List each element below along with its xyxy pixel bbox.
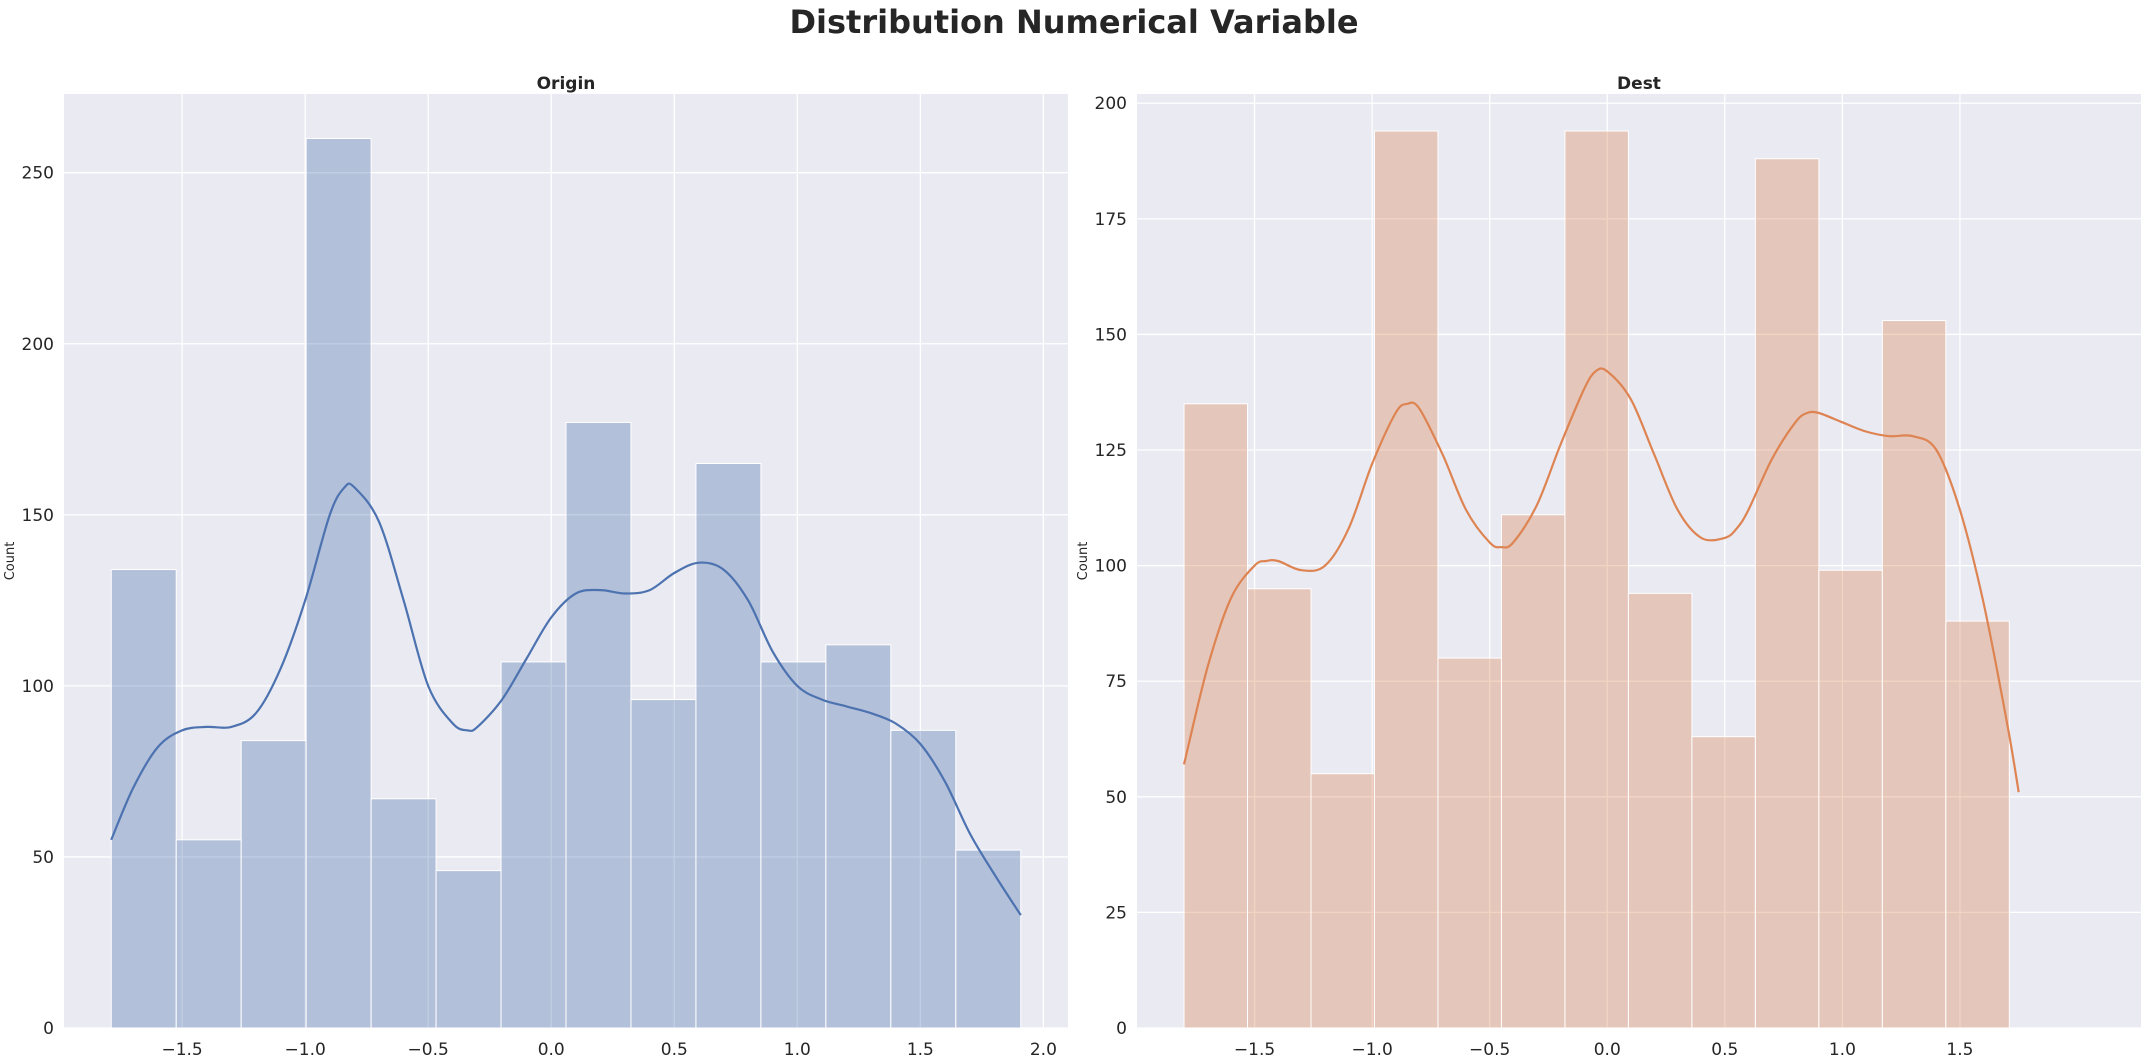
histogram-bars bbox=[110, 137, 1022, 1029]
x-tick-label: 0.0 bbox=[538, 1040, 565, 1059]
x-tick-labels: −1.5 −1.0 −0.5 0.0 0.5 1.0 1.5 2.0 bbox=[161, 1040, 1056, 1059]
kde-line bbox=[1182, 367, 2020, 793]
histogram-bar bbox=[890, 729, 957, 1029]
histogram-bar bbox=[695, 462, 762, 1029]
histogram-bar bbox=[1881, 320, 1947, 1029]
x-tick-label: 0.5 bbox=[1711, 1040, 1738, 1059]
y-tick-labels: 0 50 100 150 200 250 bbox=[22, 164, 54, 1039]
y-tick-label: 100 bbox=[22, 677, 54, 697]
y-tick-label: 75 bbox=[1105, 672, 1127, 692]
histogram-bar bbox=[110, 569, 177, 1029]
histogram-bar bbox=[1183, 403, 1249, 1029]
histogram-bar bbox=[760, 661, 827, 1029]
y-tick-label: 200 bbox=[22, 335, 54, 355]
histogram-bar bbox=[1373, 130, 1439, 1029]
subplot-title: Origin bbox=[537, 74, 596, 94]
y-tick-label: 50 bbox=[1105, 788, 1127, 808]
subplot-dest: −1.5 −1.0 −0.5 0.0 0.5 1.0 1.5 0 25 50 75 100 125 150… bbox=[1076, 74, 2141, 1059]
histogram-bar bbox=[1754, 158, 1820, 1029]
x-tick-label: 1.0 bbox=[1829, 1040, 1856, 1059]
y-tick-label: 200 bbox=[1095, 94, 1127, 114]
x-tick-label: −0.5 bbox=[1469, 1040, 1510, 1059]
histogram-bar bbox=[1691, 736, 1756, 1029]
histogram-bar bbox=[630, 699, 697, 1029]
x-tick-label: 2.0 bbox=[1030, 1040, 1057, 1059]
histogram-bar bbox=[1818, 569, 1883, 1029]
histogram-bar bbox=[175, 839, 242, 1029]
y-tick-label: 150 bbox=[22, 506, 54, 526]
y-axis-label: Count bbox=[3, 542, 18, 581]
x-tick-label: 0.5 bbox=[661, 1040, 688, 1059]
y-tick-labels: 0 25 50 75 100 125 150 175 200 bbox=[1095, 94, 1127, 1039]
histogram-bar bbox=[1945, 620, 2010, 1029]
x-tick-label: −1.0 bbox=[1351, 1040, 1392, 1059]
histogram-bar bbox=[825, 644, 892, 1029]
histogram-bar bbox=[1627, 592, 1693, 1029]
x-tick-label: −1.5 bbox=[161, 1040, 202, 1059]
y-tick-label: 125 bbox=[1095, 441, 1127, 461]
y-tick-label: 175 bbox=[1095, 210, 1127, 230]
y-tick-label: 0 bbox=[43, 1019, 54, 1039]
subplot-origin: −1.5 −1.0 −0.5 0.0 0.5 1.0 1.5 2.0 0 50 100 150 200 2… bbox=[3, 74, 1068, 1059]
histogram-bar bbox=[1564, 130, 1629, 1029]
histogram-bars bbox=[1183, 130, 2010, 1029]
histogram-bar bbox=[955, 849, 1022, 1029]
histogram-bar bbox=[240, 740, 307, 1029]
histogram-bar bbox=[1500, 514, 1566, 1029]
histogram-bar bbox=[565, 421, 632, 1029]
y-axis-label: Count bbox=[1076, 542, 1091, 581]
x-tick-label: 1.5 bbox=[1946, 1040, 1973, 1059]
histogram-bar bbox=[1310, 773, 1375, 1029]
histogram-bar bbox=[1437, 657, 1502, 1029]
y-tick-label: 250 bbox=[22, 164, 54, 184]
y-tick-label: 150 bbox=[1095, 325, 1127, 345]
x-tick-labels: −1.5 −1.0 −0.5 0.0 0.5 1.0 1.5 bbox=[1234, 1040, 1974, 1059]
histogram-bar bbox=[1247, 588, 1312, 1029]
subplot-title: Dest bbox=[1617, 74, 1661, 94]
x-tick-label: 0.0 bbox=[1594, 1040, 1621, 1059]
figure-title: Distribution Numerical Variable bbox=[789, 3, 1359, 41]
x-tick-label: −0.5 bbox=[408, 1040, 449, 1059]
x-tick-label: −1.0 bbox=[285, 1040, 326, 1059]
x-tick-label: −1.5 bbox=[1234, 1040, 1275, 1059]
y-tick-label: 25 bbox=[1105, 903, 1127, 923]
histogram-bar bbox=[305, 137, 372, 1029]
x-tick-label: 1.0 bbox=[784, 1040, 811, 1059]
histogram-bar bbox=[370, 798, 437, 1029]
y-tick-label: 0 bbox=[1116, 1019, 1127, 1039]
y-tick-label: 50 bbox=[32, 848, 54, 868]
histogram-bar bbox=[435, 870, 502, 1029]
histogram-bar bbox=[500, 661, 567, 1029]
y-tick-label: 100 bbox=[1095, 557, 1127, 577]
kde-line bbox=[110, 482, 1022, 916]
x-tick-label: 1.5 bbox=[907, 1040, 934, 1059]
